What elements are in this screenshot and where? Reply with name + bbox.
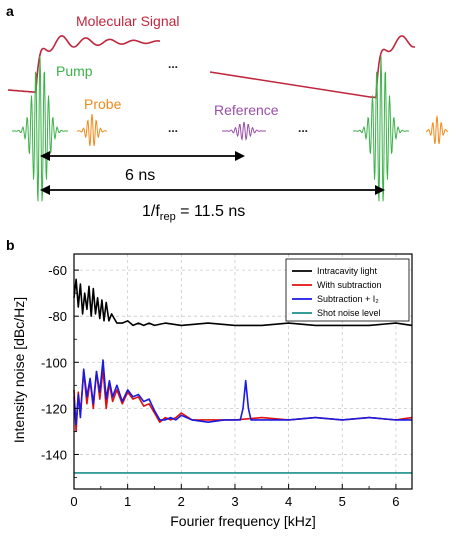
legend-entry-4: Shot noise level — [317, 308, 381, 318]
panel-b-label: b — [6, 237, 15, 253]
molecular-signal-label: Molecular Signal — [76, 13, 180, 29]
molecular-signal-decay-middle — [209, 71, 371, 98]
probe-pulse-right — [425, 115, 449, 145]
series-line-1 — [73, 278, 413, 327]
y-tick-label: -120 — [41, 401, 67, 416]
x-tick-label: 3 — [231, 494, 238, 509]
series-line-3 — [73, 359, 412, 426]
panel-b-chart: b 0 1 2 3 4 5 6 -60 -80 -100 -120 -140 Fourier freq… — [6, 237, 413, 529]
ellipsis-mid-left: ... — [168, 121, 178, 135]
reference-pulse — [222, 121, 266, 142]
plot-frame — [73, 253, 413, 490]
y-tick-label: -100 — [41, 355, 67, 370]
ellipsis-top: ... — [168, 57, 178, 71]
rep-period-label: 1/frep = 11.5 ns — [142, 203, 245, 223]
panel-a-schematic: a Molecular Signal Pump Probe Reference … — [6, 3, 449, 223]
rep-period-arrow — [40, 185, 385, 195]
delay-6ns-arrow — [40, 151, 245, 161]
y-axis-title: Intensity noise [dBc/Hz] — [11, 297, 27, 443]
pump-label: Pump — [56, 63, 93, 79]
ellipsis-mid-right: ... — [298, 121, 308, 135]
x-axis-title: Fourier frequency [kHz] — [170, 513, 316, 529]
x-tick-label: 0 — [70, 494, 77, 509]
x-tick-label: 1 — [124, 494, 131, 509]
legend-entry-1: Intracavity light — [317, 266, 378, 276]
legend-entry-2: With subtraction — [317, 280, 382, 290]
probe-label: Probe — [84, 96, 122, 112]
x-tick-label: 2 — [178, 494, 185, 509]
legend-entry-3: Subtraction + I₂ — [317, 294, 379, 304]
delay-6ns-label: 6 ns — [125, 167, 155, 184]
probe-pulse — [77, 113, 107, 147]
reference-label: Reference — [214, 102, 279, 118]
pump-pulse-left — [12, 55, 68, 202]
x-tick-label: 4 — [285, 494, 292, 509]
molecular-signal-trace-left — [7, 34, 161, 93]
x-tick-label: 5 — [339, 494, 346, 509]
legend-box — [285, 258, 410, 322]
pump-pulse-right — [353, 55, 409, 202]
legend: Intracavity light With subtraction Subtrac… — [285, 258, 410, 322]
plot-area — [73, 278, 413, 474]
panel-a-label: a — [6, 3, 14, 19]
x-tick-label: 6 — [392, 494, 399, 509]
y-tick-label: -60 — [48, 263, 67, 278]
y-tick-label: -80 — [48, 309, 67, 324]
axis-ticks: 0 1 2 3 4 5 6 -60 -80 -100 -120 -140 — [41, 263, 400, 509]
y-tick-label: -140 — [41, 447, 67, 462]
